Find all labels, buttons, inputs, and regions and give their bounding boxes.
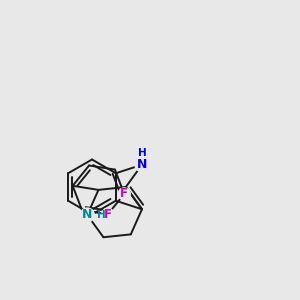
Text: H: H [138,148,146,158]
Circle shape [102,208,114,220]
Text: H: H [97,210,106,220]
Text: F: F [120,188,128,200]
Text: N: N [82,208,92,221]
Circle shape [135,158,149,172]
Text: N: N [137,158,147,171]
Text: F: F [104,208,112,221]
Circle shape [118,188,130,200]
Circle shape [80,208,94,222]
